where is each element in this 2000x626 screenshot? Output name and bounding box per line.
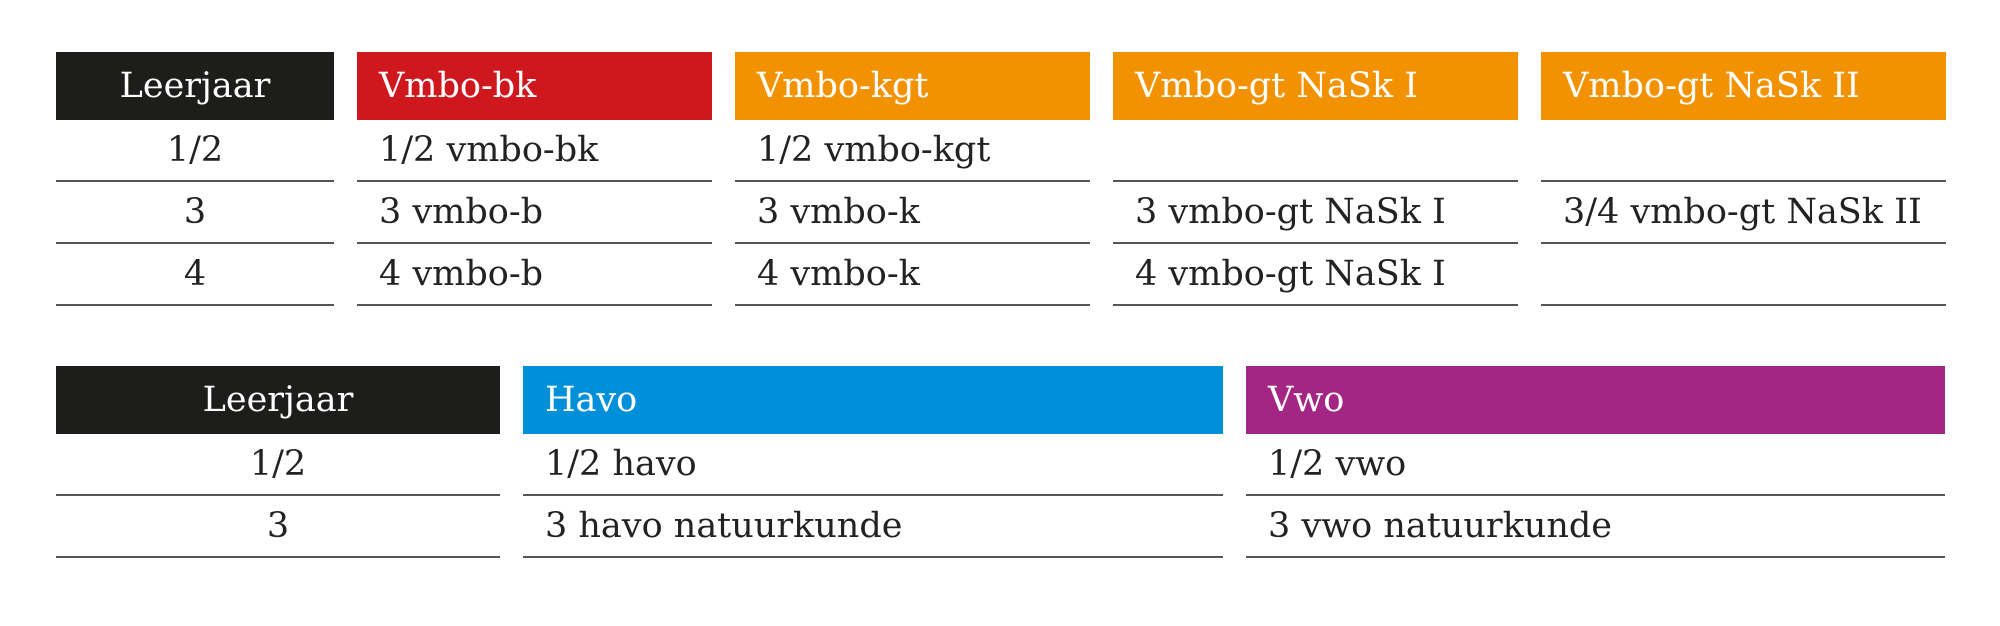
cell-vmbo-gt-nask-2: 3/4 vmbo-gt NaSk II xyxy=(1541,182,1946,244)
cell-havo: 1/2 havo xyxy=(523,434,1223,496)
cell-vmbo-gt-nask-1: 4 vmbo-gt NaSk I xyxy=(1113,244,1518,306)
cell-vmbo-kgt: 1/2 vmbo-kgt xyxy=(735,120,1090,182)
cell-leerjaar: 1/2 xyxy=(56,120,334,182)
header-vmbo-gt-nask-2: Vmbo-gt NaSk II xyxy=(1541,52,1946,120)
col-havo: Havo 1/2 havo 3 havo natuurkunde xyxy=(523,366,1223,558)
cell-vmbo-bk: 1/2 vmbo-bk xyxy=(357,120,712,182)
cell-vmbo-kgt: 3 vmbo-k xyxy=(735,182,1090,244)
header-leerjaar: Leerjaar xyxy=(56,52,334,120)
header-vmbo-gt-nask-1: Vmbo-gt NaSk I xyxy=(1113,52,1518,120)
cell-vmbo-gt-nask-2 xyxy=(1541,120,1946,182)
cell-vmbo-bk: 3 vmbo-b xyxy=(357,182,712,244)
col-leerjaar: Leerjaar 1/2 3 xyxy=(56,366,500,558)
col-vmbo-bk: Vmbo-bk 1/2 vmbo-bk 3 vmbo-b 4 vmbo-b xyxy=(357,52,712,306)
cell-leerjaar: 4 xyxy=(56,244,334,306)
cell-vwo: 1/2 vwo xyxy=(1246,434,1945,496)
header-havo: Havo xyxy=(523,366,1223,434)
cell-vmbo-kgt: 4 vmbo-k xyxy=(735,244,1090,306)
cell-vmbo-gt-nask-2 xyxy=(1541,244,1946,306)
col-vmbo-kgt: Vmbo-kgt 1/2 vmbo-kgt 3 vmbo-k 4 vmbo-k xyxy=(735,52,1090,306)
col-vmbo-gt-nask-2: Vmbo-gt NaSk II 3/4 vmbo-gt NaSk II xyxy=(1541,52,1946,306)
cell-vwo: 3 vwo natuurkunde xyxy=(1246,496,1945,558)
table-top: Leerjaar 1/2 3 4 Vmbo-bk 1/2 vmbo-bk 3 v… xyxy=(56,52,1946,306)
header-vwo: Vwo xyxy=(1246,366,1945,434)
header-leerjaar: Leerjaar xyxy=(56,366,500,434)
cell-leerjaar: 1/2 xyxy=(56,434,500,496)
header-vmbo-kgt: Vmbo-kgt xyxy=(735,52,1090,120)
col-vwo: Vwo 1/2 vwo 3 vwo natuurkunde xyxy=(1246,366,1945,558)
cell-leerjaar: 3 xyxy=(56,496,500,558)
cell-havo: 3 havo natuurkunde xyxy=(523,496,1223,558)
col-vmbo-gt-nask-1: Vmbo-gt NaSk I 3 vmbo-gt NaSk I 4 vmbo-g… xyxy=(1113,52,1518,306)
cell-vmbo-gt-nask-1 xyxy=(1113,120,1518,182)
cell-vmbo-bk: 4 vmbo-b xyxy=(357,244,712,306)
table-bottom: Leerjaar 1/2 3 Havo 1/2 havo 3 havo natu… xyxy=(56,366,1945,558)
header-vmbo-bk: Vmbo-bk xyxy=(357,52,712,120)
col-leerjaar: Leerjaar 1/2 3 4 xyxy=(56,52,334,306)
cell-leerjaar: 3 xyxy=(56,182,334,244)
cell-vmbo-gt-nask-1: 3 vmbo-gt NaSk I xyxy=(1113,182,1518,244)
